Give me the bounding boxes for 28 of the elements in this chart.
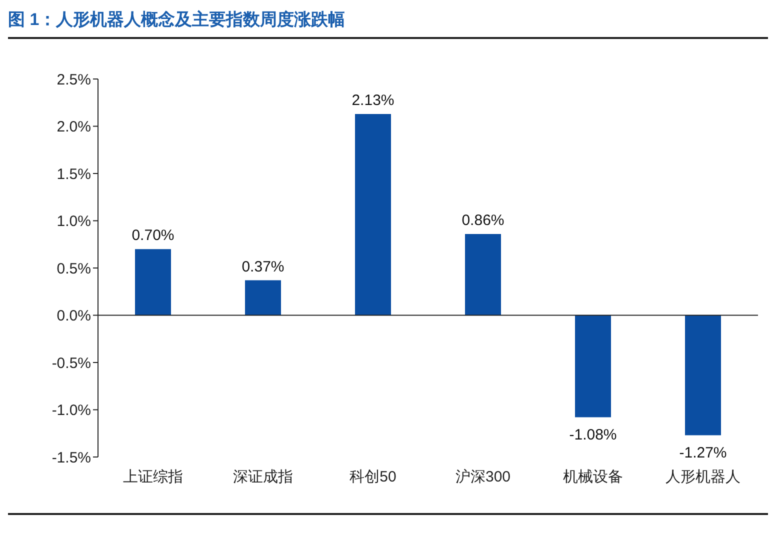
x-tick-label: 深证成指 — [233, 468, 293, 486]
bar — [245, 280, 281, 316]
bar — [465, 234, 501, 316]
x-tick-label: 科创50 — [350, 468, 396, 486]
y-tick-label: -1.0% — [52, 402, 91, 420]
data-label: 0.37% — [242, 258, 284, 276]
x-tick-label: 机械设备 — [563, 468, 623, 486]
y-tick-label: -1.5% — [52, 449, 91, 466]
y-tick-label: 0.0% — [56, 308, 91, 325]
data-label: 2.13% — [352, 92, 394, 109]
data-label: -1.08% — [569, 426, 617, 444]
y-tick-label: 1.0% — [56, 213, 91, 230]
y-tick-label: 1.5% — [56, 166, 91, 183]
data-label: 0.70% — [132, 227, 174, 244]
data-label: 0.86% — [462, 212, 504, 229]
y-tick-label: 2.0% — [56, 118, 91, 136]
x-tick-label: 人形机器人 — [666, 468, 740, 486]
chart-title: 图 1：人形机器人概念及主要指数周度涨跌幅 — [8, 8, 768, 39]
y-tick-label: -0.5% — [52, 354, 91, 372]
y-tick-label: 0.5% — [56, 260, 91, 278]
x-tick-label: 沪深300 — [455, 468, 511, 486]
x-tick-label: 上证综指 — [123, 468, 183, 486]
data-label: -1.27% — [679, 444, 727, 462]
bar — [135, 249, 171, 316]
bar — [685, 315, 721, 436]
y-tick-label: 2.5% — [56, 71, 91, 88]
bar — [355, 114, 391, 316]
bar — [575, 315, 611, 418]
